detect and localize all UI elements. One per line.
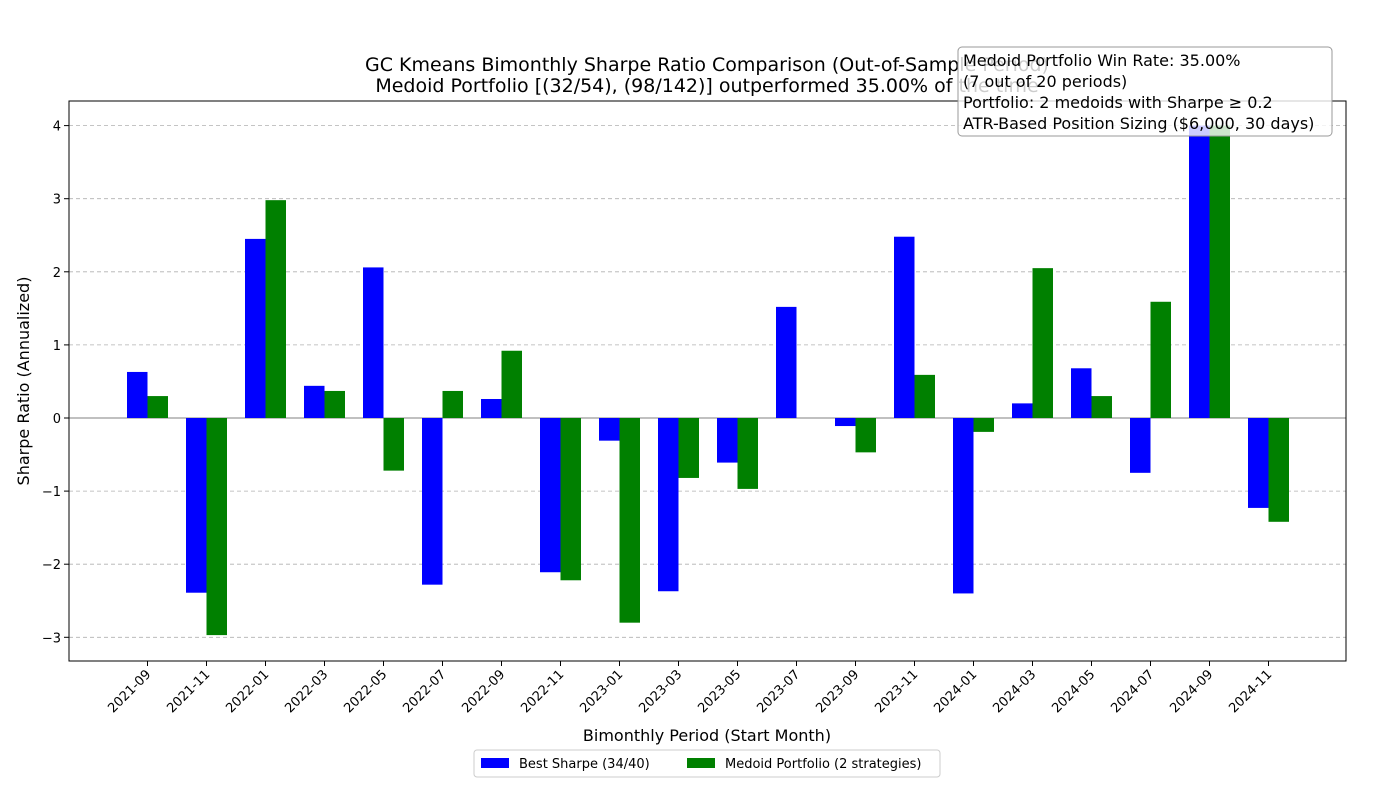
x-axis-ticks: 2021-09 2021-11 2022-01 2022-03 2022-05 2022-… — [105, 661, 1275, 716]
bar-medoid-portfolio — [1032, 268, 1053, 418]
bar-best-sharpe — [1012, 403, 1033, 418]
info-line-portfolio: Portfolio: 2 medoids with Sharpe ≥ 0.2 — [963, 93, 1273, 112]
bar-best-sharpe — [481, 398, 502, 418]
x-tick-label: 2022-05 — [341, 667, 390, 716]
bar-medoid-portfolio — [1268, 418, 1289, 522]
bar-medoid-portfolio — [973, 418, 994, 432]
bar-medoid-portfolio — [678, 418, 699, 478]
legend-swatch-medoid-portfolio — [687, 758, 715, 768]
bar-best-sharpe — [540, 418, 561, 573]
x-tick-label: 2021-09 — [105, 667, 154, 716]
legend-label-best-sharpe: Best Sharpe (34/40) — [519, 757, 650, 772]
bar-best-sharpe — [363, 267, 384, 418]
bar-best-sharpe — [894, 236, 915, 418]
info-box: Medoid Portfolio Win Rate: 35.00% (7 out… — [957, 46, 1333, 137]
bar-best-sharpe — [1189, 125, 1210, 418]
bar-medoid-portfolio — [442, 390, 463, 418]
bar-medoid-portfolio — [501, 350, 522, 418]
bar-medoid-portfolio — [560, 418, 581, 581]
bar-medoid-portfolio — [265, 200, 286, 418]
x-tick-label: 2024-01 — [931, 667, 980, 716]
bar-best-sharpe — [245, 238, 266, 418]
bar-medoid-portfolio — [1209, 125, 1230, 418]
x-tick-label: 2021-11 — [164, 667, 213, 716]
bar-best-sharpe — [304, 385, 325, 418]
y-tick-label: −1 — [42, 485, 61, 500]
bar-best-sharpe — [599, 418, 620, 441]
bar-medoid-portfolio — [1091, 396, 1112, 418]
y-axis-label: Sharpe Ratio (Annualized) — [14, 277, 33, 486]
chart-title-line1: GC Kmeans Bimonthly Sharpe Ratio Compari… — [365, 54, 1049, 76]
bar-best-sharpe — [658, 418, 679, 592]
y-tick-label: 4 — [53, 120, 61, 135]
bar-medoid-portfolio — [147, 396, 168, 418]
x-axis-label: Bimonthly Period (Start Month) — [583, 726, 831, 745]
y-tick-label: −3 — [42, 631, 61, 646]
x-tick-label: 2024-11 — [1226, 667, 1275, 716]
bar-best-sharpe — [717, 418, 738, 463]
y-tick-label: 1 — [53, 339, 61, 354]
bar-best-sharpe — [835, 418, 856, 427]
x-tick-label: 2023-07 — [754, 667, 803, 716]
bar-best-sharpe — [1248, 418, 1269, 508]
y-tick-label: 0 — [53, 412, 61, 427]
bar-best-sharpe — [186, 418, 207, 593]
x-tick-label: 2022-11 — [518, 667, 567, 716]
bar-best-sharpe — [422, 418, 443, 585]
y-axis-ticks: −3 −2 −1 0 1 2 3 4 — [42, 120, 69, 646]
x-tick-label: 2023-03 — [636, 667, 685, 716]
plot-frame — [68, 100, 1347, 662]
x-tick-label: 2022-01 — [223, 667, 272, 716]
bar-medoid-portfolio — [914, 374, 935, 418]
x-tick-label: 2023-11 — [872, 667, 921, 716]
bar-medoid-portfolio — [855, 418, 876, 453]
info-line-periods: (7 out of 20 periods) — [963, 72, 1127, 91]
bar-best-sharpe — [776, 306, 797, 418]
x-tick-label: 2024-09 — [1167, 667, 1216, 716]
x-tick-label: 2022-07 — [400, 667, 449, 716]
bar-medoid-portfolio — [383, 418, 404, 471]
info-box-frame — [957, 46, 1333, 137]
x-tick-label: 2023-01 — [577, 667, 626, 716]
legend-swatch-best-sharpe — [481, 758, 509, 768]
x-tick-label: 2024-07 — [1108, 667, 1157, 716]
y-tick-label: −2 — [42, 558, 61, 573]
x-tick-label: 2024-03 — [990, 667, 1039, 716]
bar-best-sharpe — [127, 371, 148, 418]
bar-medoid-portfolio — [324, 390, 345, 418]
bar-medoid-portfolio — [206, 418, 227, 636]
info-line-sizing: ATR-Based Position Sizing ($6,000, 30 da… — [963, 114, 1314, 133]
bars — [127, 125, 1289, 636]
legend-label-medoid-portfolio: Medoid Portfolio (2 strategies) — [725, 757, 922, 772]
x-tick-label: 2022-09 — [459, 667, 508, 716]
x-tick-label: 2024-05 — [1049, 667, 1098, 716]
x-tick-label: 2023-09 — [813, 667, 862, 716]
bar-medoid-portfolio — [1150, 301, 1171, 418]
y-tick-label: 2 — [53, 266, 61, 281]
bar-best-sharpe — [953, 418, 974, 594]
x-tick-label: 2023-05 — [695, 667, 744, 716]
bar-best-sharpe — [1130, 418, 1151, 473]
bar-medoid-portfolio — [737, 418, 758, 489]
bar-medoid-portfolio — [619, 418, 640, 623]
chart-title-line2: Medoid Portfolio [(32/54), (98/142)] out… — [375, 75, 1038, 97]
legend: Best Sharpe (34/40) Medoid Portfolio (2 … — [473, 749, 941, 778]
x-tick-label: 2022-03 — [282, 667, 331, 716]
y-tick-label: 3 — [53, 193, 61, 208]
bar-best-sharpe — [1071, 368, 1092, 418]
info-line-win-rate: Medoid Portfolio Win Rate: 35.00% — [963, 51, 1241, 70]
